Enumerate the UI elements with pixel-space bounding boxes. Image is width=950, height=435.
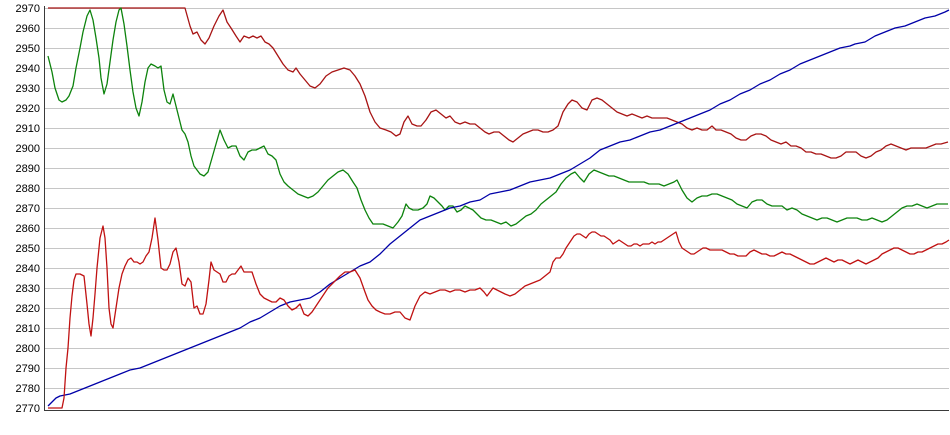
y-tick-label: 2820 <box>16 303 40 315</box>
axes-group <box>44 6 949 411</box>
y-tick-label: 2930 <box>16 83 40 95</box>
y-tick-label: 2810 <box>16 323 40 335</box>
y-tick-label: 2780 <box>16 383 40 395</box>
y-tick-label: 2890 <box>16 163 40 175</box>
y-tick-label: 2900 <box>16 143 40 155</box>
y-tick-label: 2940 <box>16 63 40 75</box>
y-tick-labels-group: 2970 2960 2950 2940 2930 2920 2910 2900 2890 2880… <box>16 3 40 415</box>
blue-line <box>47 9 950 407</box>
y-tick-label: 2970 <box>16 3 40 15</box>
y-tick-label: 2880 <box>16 183 40 195</box>
y-tick-label: 2830 <box>16 283 40 295</box>
y-tick-label: 2950 <box>16 43 40 55</box>
y-tick-label: 2910 <box>16 123 40 135</box>
y-tick-label: 2920 <box>16 103 40 115</box>
green-line <box>47 7 948 229</box>
y-tick-label: 2960 <box>16 23 40 35</box>
y-tick-label: 2790 <box>16 363 40 375</box>
y-tick-label: 2860 <box>16 223 40 235</box>
series-group <box>47 7 950 409</box>
y-tick-label: 2870 <box>16 203 40 215</box>
y-tick-label: 2850 <box>16 243 40 255</box>
y-tick-label: 2770 <box>16 403 40 415</box>
y-tick-label: 2800 <box>16 343 40 355</box>
y-tick-label: 2840 <box>16 263 40 275</box>
upper-red-line <box>48 7 949 159</box>
gridlines-group <box>45 8 949 389</box>
lower-red-line <box>48 217 950 409</box>
